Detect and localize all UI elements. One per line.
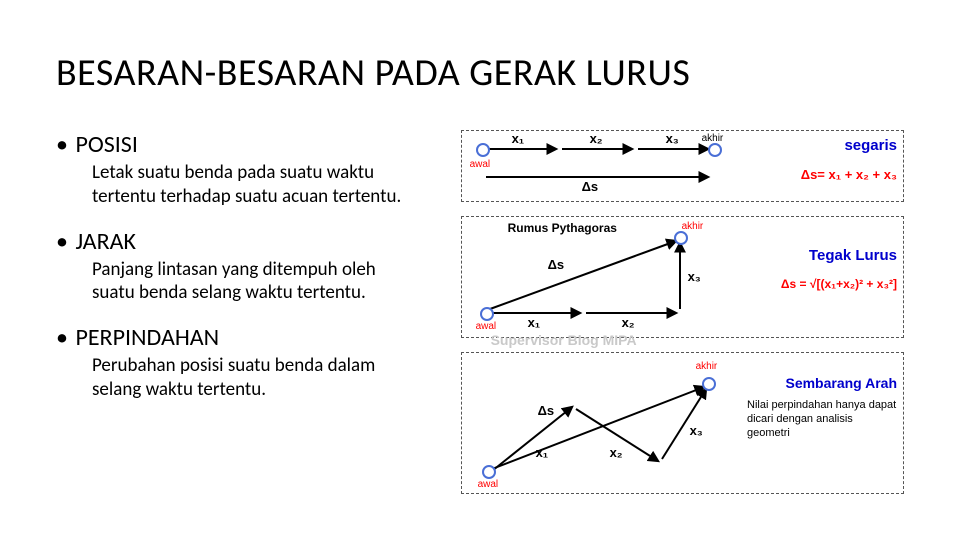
label-awal: awal	[476, 321, 497, 332]
node-akhir-icon	[674, 231, 688, 245]
diagram-sembarang: awal akhir x₁ x₂ x₃ Δs Sembarang Arah Ni…	[461, 352, 904, 494]
bullet-desc-perpindahan: Perubahan posisi suatu benda dalam selan…	[92, 354, 421, 402]
watermark: Supervisor Blog MIPA	[491, 332, 637, 348]
node-akhir-icon	[702, 377, 716, 391]
bullet-head-label: POSISI	[75, 130, 137, 159]
bullet-head-posisi: • POSISI	[56, 130, 421, 159]
seg-x2: x₂	[610, 445, 623, 460]
label-awal: awal	[478, 479, 499, 490]
seg-x1: x₁	[528, 315, 541, 330]
seg-ds: Δs	[582, 179, 599, 194]
label-rumus: Rumus Pythagoras	[508, 221, 617, 235]
page-title: BESARAN-BESARAN PADA GERAK LURUS	[56, 50, 904, 96]
diagram-segaris: awal akhir x₁ x₂ x₃ Δs segaris Δs= x₁ + …	[461, 130, 904, 202]
label-akhir: akhir	[696, 361, 718, 372]
formula-tegak: Δs = √[(x₁+x₂)² + x₃²]	[781, 277, 897, 291]
node-awal-icon	[482, 465, 496, 479]
seg-x2: x₂	[590, 131, 603, 146]
bullet-desc-posisi: Letak suatu benda pada suatu waktu terte…	[92, 161, 421, 209]
bullet-desc-jarak: Panjang lintasan yang ditempuh oleh suat…	[92, 258, 421, 306]
seg-x3: x₃	[690, 423, 703, 438]
seg-x1: x₁	[512, 131, 525, 146]
label-akhir: akhir	[702, 133, 724, 144]
seg-x3: x₃	[666, 131, 679, 146]
seg-x3: x₃	[688, 269, 701, 284]
title-sembarang: Sembarang Arah	[785, 375, 897, 391]
bullet-head-label: JARAK	[75, 227, 136, 256]
seg-ds: Δs	[548, 257, 565, 272]
label-awal: awal	[470, 159, 491, 170]
bullet-head-jarak: • JARAK	[56, 227, 421, 256]
bullet-head-perpindahan: • PERPINDAHAN	[56, 323, 421, 352]
diagram-tegak-lurus: Rumus Pythagoras awal akhir x₁ x₂ x₃ Δs …	[461, 216, 904, 338]
node-awal-icon	[476, 143, 490, 157]
left-column: • POSISI Letak suatu benda pada suatu wa…	[56, 130, 421, 508]
slide: BESARAN-BESARAN PADA GERAK LURUS • POSIS…	[0, 0, 960, 540]
tegak-svg	[462, 217, 752, 337]
bullet-head-label: PERPINDAHAN	[75, 323, 219, 352]
node-awal-icon	[480, 307, 494, 321]
seg-x2: x₂	[622, 315, 635, 330]
title-tegak: Tegak Lurus	[809, 247, 897, 264]
title-segaris: segaris	[844, 137, 897, 154]
sembarang-svg	[462, 353, 752, 493]
right-column: awal akhir x₁ x₂ x₃ Δs segaris Δs= x₁ + …	[461, 130, 904, 508]
seg-x1: x₁	[536, 445, 549, 460]
label-akhir: akhir	[682, 221, 704, 232]
note-sembarang: Nilai perpindahan hanya dapat dicari den…	[747, 399, 897, 440]
node-akhir-icon	[708, 143, 722, 157]
content-columns: • POSISI Letak suatu benda pada suatu wa…	[56, 130, 904, 508]
seg-ds: Δs	[538, 403, 555, 418]
formula-segaris: Δs= x₁ + x₂ + x₃	[801, 167, 897, 182]
